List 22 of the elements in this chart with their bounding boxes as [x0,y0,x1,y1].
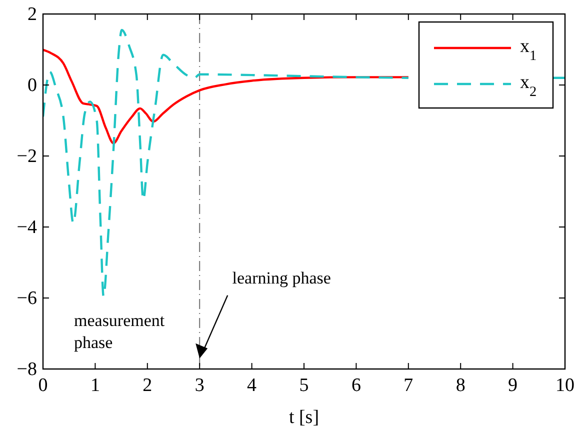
annotation: measurement phase [74,311,165,352]
x-tick-label: 7 [404,375,414,396]
x-tick-label: 1 [90,375,100,396]
x-tick-label: 9 [508,375,518,396]
legend-label: x$_{1}$ [520,36,537,64]
x-tick-label: 5 [299,375,309,396]
y-tick-label: −8 [16,359,37,380]
x-tick-label: 8 [456,375,466,396]
x-tick-label: 4 [247,375,258,396]
y-tick-label: −2 [16,146,37,167]
y-tick-label: −4 [16,217,38,238]
line-series [43,48,410,144]
x-axis-title: t [s] [288,407,320,428]
x-tick-label: 3 [194,375,204,396]
y-tick-label: 2 [28,4,37,25]
y-tick-label: −6 [16,288,37,309]
y-tick-label: 0 [28,75,37,96]
x-tick-label: 2 [142,375,152,396]
x-tick-label: 10 [556,375,574,396]
x-tick-label: 6 [351,375,361,396]
annotation: learning phase [232,268,331,288]
legend-label: x$_{2}$ [520,72,537,100]
